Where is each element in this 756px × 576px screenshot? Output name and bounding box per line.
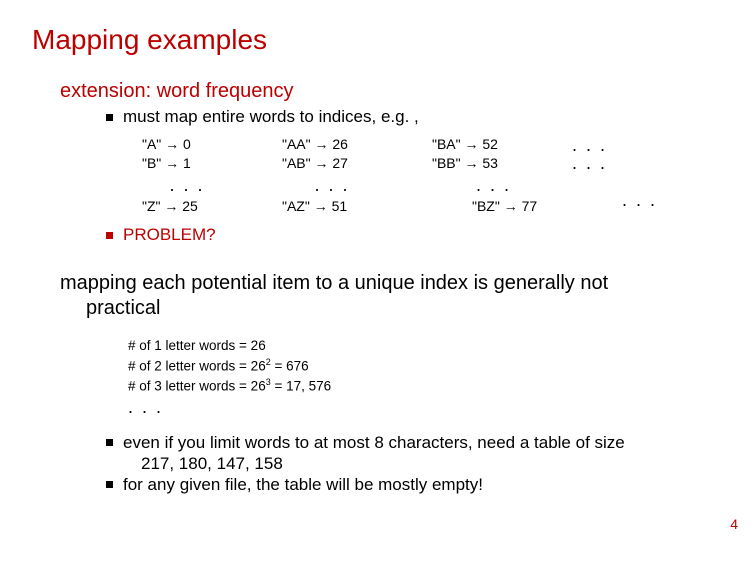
ellipsis: . . . [142,173,232,197]
counts-block: # of 1 letter words = 26 # of 2 letter w… [128,337,724,420]
count-line: # of 1 letter words = 26 [128,337,724,356]
subheading: extension: word frequency [60,80,724,103]
mapping-columns: "A" → 0 "B" → 1 . . . "Z" → 25 "AA" → 26… [142,135,724,213]
map-cell: "B" → 1 [142,154,232,173]
mapping-col-2: "AA" → 26 "AB" → 27 . . . "AZ" → 51 [282,135,382,216]
bullet-text: even if you limit words to at most 8 cha… [123,432,625,475]
map-cell: "BZ" → 77 [472,197,532,216]
ellipsis: . . . [572,153,607,174]
map-cell: "AA" → 26 [282,135,382,154]
ellipsis: . . . [128,395,724,420]
ellipsis: . . . [476,173,532,197]
bullet-must-map: must map entire words to indices, e.g. , [106,107,724,127]
map-cell: "Z" → 25 [142,197,232,216]
map-cell: "A" → 0 [142,135,232,154]
count-line: # of 3 letter words = 263 = 17, 576 [128,376,724,396]
square-bullet-icon [106,114,113,121]
ellipsis: . . . [282,173,382,197]
ellipsis: . . . [622,190,657,211]
square-bullet-icon [106,439,113,446]
problem-text: PROBLEM? [123,225,216,245]
final-bullets: even if you limit words to at most 8 cha… [32,432,724,496]
map-cell: "BA" → 52 [432,135,532,154]
slide-title: Mapping examples [32,24,724,56]
bullet-text: must map entire words to indices, e.g. , [123,107,419,127]
map-cell: "AZ" → 51 [282,197,382,216]
paragraph-line: practical [86,296,704,321]
square-bullet-icon [106,481,113,488]
bullet-empty: for any given file, the table will be mo… [106,474,724,495]
paragraph-line: mapping each potential item to a unique … [60,272,608,294]
mapping-col-1: "A" → 0 "B" → 1 . . . "Z" → 25 [142,135,232,216]
map-cell: "BB" → 53 [432,154,532,173]
map-cell: "AB" → 27 [282,154,382,173]
paragraph-mapping: mapping each potential item to a unique … [60,271,704,321]
bullet-limit: even if you limit words to at most 8 cha… [106,432,724,475]
count-line: # of 2 letter words = 262 = 676 [128,356,724,376]
page-number: 4 [730,516,738,532]
bullet-text: for any given file, the table will be mo… [123,474,483,495]
square-bullet-icon [106,232,113,239]
bullet-problem: PROBLEM? [106,225,724,245]
mapping-col-3: "BA" → 52 "BB" → 53 . . . "BZ" → 77 [432,135,532,216]
